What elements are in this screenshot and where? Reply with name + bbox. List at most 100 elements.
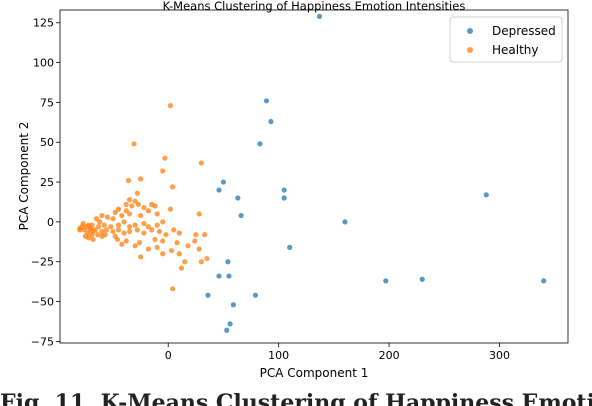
point-healthy-23 xyxy=(104,214,111,220)
point-depressed-11 xyxy=(287,244,293,250)
point-healthy-39 xyxy=(145,224,151,230)
point-healthy-8 xyxy=(170,184,176,190)
point-healthy-56 xyxy=(126,228,133,235)
point-depressed-2 xyxy=(268,118,274,125)
point-healthy-59 xyxy=(149,227,155,233)
point-depressed-16 xyxy=(541,278,547,284)
y-tick-label: −25 xyxy=(31,256,54,269)
point-healthy-82 xyxy=(168,247,175,254)
point-healthy-7 xyxy=(134,190,140,196)
scatter-chart: 0 100 200 300 −75 −50 −25 0 25 50 75 100 125 K-Mean… xyxy=(17,0,569,380)
point-healthy-48 xyxy=(89,232,95,238)
y-tick-label: −50 xyxy=(31,296,54,309)
point-healthy-34 xyxy=(115,222,122,228)
point-healthy-29 xyxy=(196,211,202,217)
point-healthy-15 xyxy=(141,204,147,211)
y-tick-label: 75 xyxy=(40,96,54,109)
point-depressed-6 xyxy=(235,195,241,201)
point-depressed-1 xyxy=(263,98,270,104)
points-layer xyxy=(77,13,547,333)
point-healthy-4 xyxy=(198,160,204,166)
point-healthy-16 xyxy=(152,203,158,209)
point-healthy-61 xyxy=(163,232,169,238)
point-healthy-94 xyxy=(77,225,83,231)
chart-title: K-Means Clustering of Happiness Emotion … xyxy=(163,0,466,13)
point-healthy-55 xyxy=(121,230,127,236)
point-healthy-32 xyxy=(101,222,107,228)
point-healthy-68 xyxy=(90,236,96,243)
point-healthy-2 xyxy=(162,155,168,161)
point-healthy-20 xyxy=(145,208,151,214)
x-tick-label: 100 xyxy=(268,349,289,362)
point-healthy-33 xyxy=(108,224,114,230)
point-healthy-41 xyxy=(160,219,166,225)
point-healthy-35 xyxy=(121,219,127,225)
legend-box xyxy=(449,16,563,63)
point-depressed-7 xyxy=(281,187,287,193)
point-depressed-18 xyxy=(383,278,389,284)
point-depressed-10 xyxy=(342,219,348,225)
point-healthy-17 xyxy=(115,206,122,212)
y-ticks: −75 −50 −25 0 25 50 75 100 125 xyxy=(31,17,60,348)
point-healthy-86 xyxy=(182,259,188,265)
figure-caption: Fig. 11. K-Means Clustering of Happiness… xyxy=(0,390,592,406)
point-healthy-22 xyxy=(99,212,105,219)
point-healthy-9 xyxy=(126,197,133,203)
point-healthy-18 xyxy=(123,208,129,214)
point-healthy-3 xyxy=(160,168,166,174)
point-healthy-73 xyxy=(152,236,158,243)
point-healthy-21 xyxy=(167,206,174,212)
point-healthy-38 xyxy=(141,220,147,227)
point-depressed-20 xyxy=(205,292,211,298)
point-depressed-19 xyxy=(252,292,259,298)
y-tick-label: 25 xyxy=(40,176,54,189)
point-healthy-10 xyxy=(132,198,138,204)
point-healthy-97 xyxy=(89,222,95,228)
point-healthy-89 xyxy=(198,259,204,265)
point-healthy-1 xyxy=(131,141,137,147)
point-depressed-17 xyxy=(419,276,425,282)
legend-label-healthy: Healthy xyxy=(492,43,539,57)
point-healthy-6 xyxy=(138,176,144,182)
point-depressed-14 xyxy=(226,273,232,279)
point-healthy-58 xyxy=(141,230,147,236)
x-tick-label: 300 xyxy=(489,349,510,362)
point-depressed-4 xyxy=(220,179,227,185)
point-healthy-75 xyxy=(174,240,180,246)
point-depressed-9 xyxy=(238,212,244,219)
point-healthy-27 xyxy=(138,212,144,219)
point-healthy-37 xyxy=(132,222,138,228)
point-depressed-15 xyxy=(483,192,489,198)
point-healthy-79 xyxy=(132,243,138,249)
point-healthy-84 xyxy=(138,254,144,260)
point-healthy-63 xyxy=(176,230,182,236)
point-healthy-88 xyxy=(204,255,210,262)
point-healthy-24 xyxy=(110,216,116,222)
point-healthy-53 xyxy=(110,228,116,235)
point-healthy-76 xyxy=(185,243,191,249)
point-healthy-11 xyxy=(123,201,129,207)
point-healthy-98 xyxy=(96,224,102,230)
point-healthy-57 xyxy=(134,227,140,233)
y-tick-label: 125 xyxy=(33,17,54,30)
x-tick-label: 200 xyxy=(379,349,400,362)
legend-marker-healthy xyxy=(467,47,473,53)
point-depressed-23 xyxy=(224,327,230,333)
point-healthy-92 xyxy=(193,232,199,238)
legend: Depressed Healthy xyxy=(449,16,563,63)
point-healthy-93 xyxy=(170,286,176,292)
point-depressed-12 xyxy=(225,259,231,265)
point-healthy-80 xyxy=(145,246,151,252)
y-tick-label: 0 xyxy=(47,216,54,229)
point-healthy-13 xyxy=(135,201,142,207)
y-tick-label: 100 xyxy=(33,57,54,70)
y-tick-label: −75 xyxy=(31,335,54,348)
point-healthy-87 xyxy=(178,265,185,271)
point-healthy-12 xyxy=(129,203,135,209)
legend-label-depressed: Depressed xyxy=(492,24,556,38)
point-depressed-21 xyxy=(230,302,236,308)
point-healthy-95 xyxy=(80,220,86,227)
point-healthy-54 xyxy=(115,227,122,233)
point-healthy-40 xyxy=(154,222,160,228)
point-healthy-83 xyxy=(176,251,182,257)
